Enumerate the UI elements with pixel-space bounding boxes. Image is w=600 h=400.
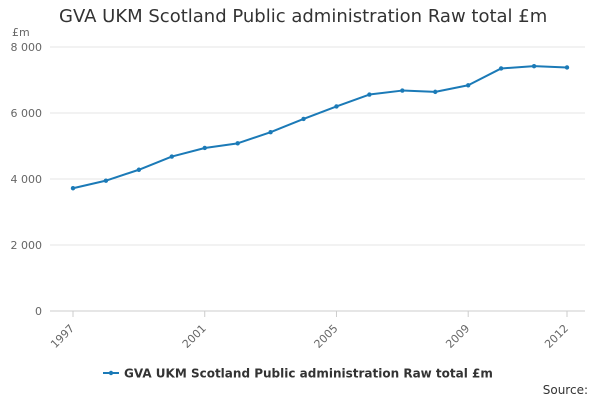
data-point bbox=[268, 129, 273, 135]
y-axis-unit-label: £m bbox=[12, 26, 30, 39]
x-tick-label: 2012 bbox=[542, 322, 571, 351]
data-point bbox=[334, 104, 339, 109]
data-point bbox=[70, 186, 76, 191]
x-tick-label: 2009 bbox=[443, 322, 472, 351]
x-tick-label: 2005 bbox=[312, 322, 341, 351]
data-point bbox=[400, 88, 405, 93]
y-tick-label: 4 000 bbox=[11, 173, 43, 186]
data-point bbox=[433, 89, 438, 95]
data-point bbox=[235, 141, 240, 146]
data-point bbox=[103, 178, 109, 183]
data-point bbox=[169, 154, 174, 159]
legend-swatch-marker bbox=[108, 370, 114, 376]
data-point bbox=[136, 167, 142, 172]
y-tick-label: 0 bbox=[35, 305, 42, 318]
x-tick-label: 1997 bbox=[48, 322, 77, 351]
x-tick-label: 2001 bbox=[180, 322, 209, 351]
gridlines bbox=[50, 46, 585, 312]
x-axis-ticks: 1997 2001 2005 2009 2012 bbox=[48, 311, 571, 351]
data-point bbox=[564, 65, 570, 70]
source-label: Source: bbox=[542, 383, 588, 397]
y-axis-ticks: 0 2 000 4 000 6 000 8 000 bbox=[11, 41, 43, 318]
series-group bbox=[70, 63, 570, 191]
data-point bbox=[301, 116, 306, 122]
data-point bbox=[202, 145, 207, 151]
data-point bbox=[367, 92, 372, 97]
y-tick-label: 2 000 bbox=[11, 239, 43, 252]
data-point bbox=[531, 63, 537, 69]
legend[interactable]: GVA UKM Scotland Public administration R… bbox=[103, 367, 493, 381]
y-tick-label: 8 000 bbox=[11, 41, 43, 54]
data-point bbox=[466, 83, 471, 88]
series-line bbox=[72, 65, 568, 190]
data-point bbox=[498, 66, 504, 71]
y-tick-label: 6 000 bbox=[11, 107, 43, 120]
legend-label: GVA UKM Scotland Public administration R… bbox=[124, 367, 493, 381]
chart-title: GVA UKM Scotland Public administration R… bbox=[59, 6, 548, 27]
